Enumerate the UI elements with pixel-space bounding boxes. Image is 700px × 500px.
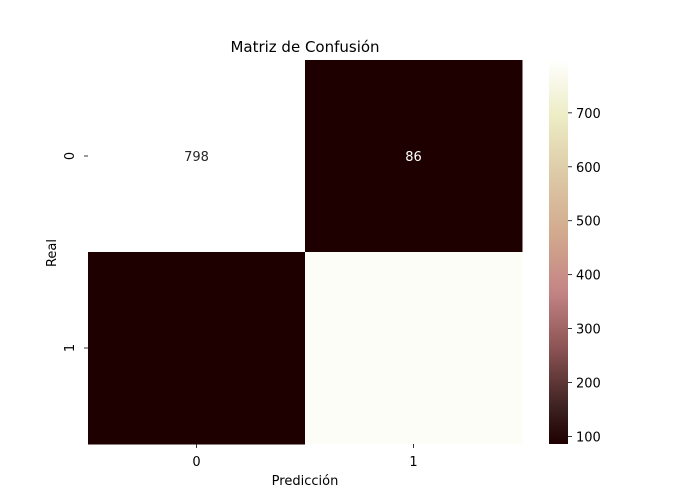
x-axis-label: Predicción (272, 474, 339, 489)
heatmap-cell (88, 252, 306, 445)
colorbar-tick-label: 300 (576, 323, 601, 338)
y-axis: 01 (63, 152, 88, 352)
heatmap-cells (88, 60, 523, 445)
y-tick-label: 1 (63, 344, 78, 352)
heatmap-cell (88, 60, 306, 253)
x-tick-label: 1 (409, 455, 417, 470)
colorbar-tick-label: 600 (576, 161, 601, 176)
heatmap-cell (305, 252, 523, 445)
cell-value-label: 86 (405, 150, 422, 165)
y-axis-label: Real (45, 239, 60, 267)
colorbar-tick-label: 700 (576, 107, 601, 122)
heatmap-cell (305, 60, 523, 253)
cell-value-label: 798 (184, 150, 209, 165)
colorbar-ticks: 100 200 300 400 500 600 700 (568, 107, 601, 445)
y-tick-label: 0 (63, 152, 78, 160)
chart-title: Matriz de Confusión (230, 38, 379, 56)
colorbar (549, 60, 568, 444)
heatmap-annotations: 798 86 (184, 150, 422, 165)
colorbar-tick-label: 500 (576, 215, 601, 230)
colorbar-tick-label: 100 (576, 430, 601, 445)
colorbar-tick-label: 400 (576, 269, 601, 284)
x-tick-label: 0 (192, 455, 200, 470)
colorbar-tick-label: 200 (576, 377, 601, 392)
